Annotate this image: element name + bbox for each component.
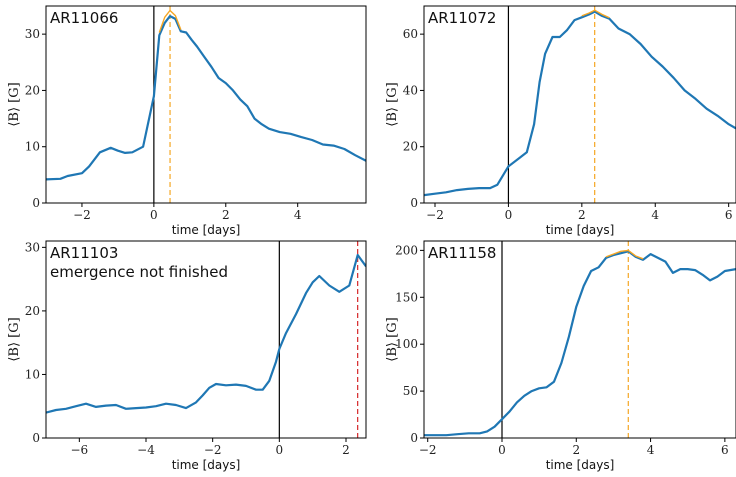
panel-title: AR11158 (428, 244, 496, 262)
y-tick-label: 30 (25, 240, 40, 254)
mean-field-line (424, 250, 736, 437)
x-axis-label: time [days] (546, 458, 615, 472)
x-tick-label: −2 (419, 443, 437, 457)
y-tick-label: 20 (25, 304, 40, 318)
x-tick-label: 0 (505, 208, 513, 222)
x-tick-label: −2 (426, 208, 444, 222)
y-tick-label: 0 (410, 431, 418, 445)
y-tick-label: 150 (395, 290, 418, 304)
y-tick-label: 50 (403, 384, 418, 398)
x-tick-label: 0 (276, 443, 284, 457)
x-axis-label: time [days] (172, 458, 241, 472)
x-tick-label: 4 (294, 208, 302, 222)
panel-title: AR11103 (50, 244, 118, 262)
y-tick-label: 60 (403, 27, 418, 41)
y-tick-label: 10 (25, 367, 40, 381)
y-tick-label: 10 (25, 140, 40, 154)
x-tick-label: 4 (651, 208, 659, 222)
y-axis-label: ⟨B⟩ [G] (7, 317, 22, 361)
x-tick-label: 6 (721, 443, 729, 457)
y-tick-label: 0 (410, 196, 418, 210)
y-tick-label: 40 (403, 83, 418, 97)
y-axis-label: ⟨B⟩ [G] (385, 82, 400, 126)
panel-subtitle: emergence not finished (50, 263, 228, 281)
mean-field-line (46, 253, 366, 414)
y-axis-label: ⟨B⟩ [G] (7, 82, 22, 126)
y-tick-label: 0 (32, 431, 40, 445)
y-tick-label: 20 (25, 83, 40, 97)
x-tick-label: 4 (647, 443, 655, 457)
x-axis-label: time [days] (546, 223, 615, 237)
x-tick-label: 2 (342, 443, 350, 457)
y-tick-label: 200 (395, 243, 418, 257)
mean-field-line (424, 10, 736, 197)
x-tick-label: 2 (222, 208, 230, 222)
y-tick-label: 100 (395, 337, 418, 351)
plot-frame (423, 5, 736, 204)
x-tick-label: 2 (572, 443, 580, 457)
peak-fit-line (158, 9, 182, 33)
y-axis-label: ⟨B⟩ [G] (385, 317, 400, 361)
y-tick-label: 20 (403, 140, 418, 154)
x-tick-label: 6 (725, 208, 733, 222)
x-axis-label: time [days] (172, 223, 241, 237)
x-tick-label: 2 (578, 208, 586, 222)
y-tick-label: 0 (32, 196, 40, 210)
y-tick-label: 30 (25, 27, 40, 41)
peak-fit-line (581, 9, 610, 19)
x-tick-label: 0 (498, 443, 506, 457)
plot-frame (45, 240, 367, 439)
x-tick-label: −4 (137, 443, 155, 457)
plot-frame (45, 5, 367, 204)
peak-fit-line (605, 249, 644, 260)
x-tick-label: −2 (73, 208, 91, 222)
x-tick-label: −6 (70, 443, 88, 457)
panel-title: AR11066 (50, 9, 118, 27)
x-tick-label: 0 (150, 208, 158, 222)
chart-panel-1: −2 0 2 4 0 10 20 30 time [days] ⟨B⟩ [G] AR11066 (7, 5, 367, 237)
x-tick-label: −2 (204, 443, 222, 457)
plot-frame (423, 240, 736, 439)
panel-title: AR11072 (428, 9, 496, 27)
mean-field-line (46, 15, 366, 181)
